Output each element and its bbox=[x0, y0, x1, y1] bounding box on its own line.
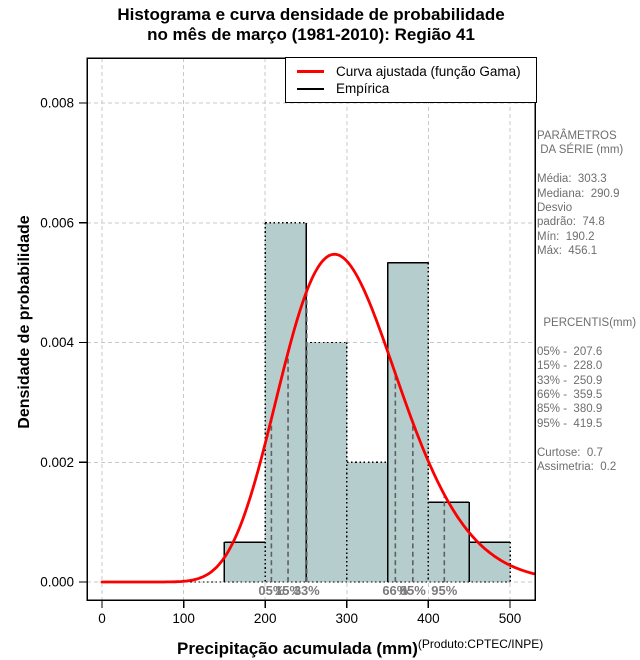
gamma-density-curve bbox=[100, 252, 536, 584]
x-tick-label: 200 bbox=[254, 611, 277, 626]
y-tick-label: 0.004 bbox=[40, 335, 74, 350]
legend-line-sample bbox=[297, 70, 324, 73]
x-tick-label: 300 bbox=[336, 611, 359, 626]
panel-blank-line bbox=[537, 273, 636, 287]
histogram-bar bbox=[428, 502, 470, 582]
x-axis-label: Precipitação acumulada (mm) bbox=[177, 639, 418, 658]
chart-title: Histograma e curva densidade de probabil… bbox=[0, 5, 622, 45]
legend-line-sample bbox=[297, 87, 324, 90]
histogram-bar bbox=[306, 342, 347, 582]
panel-blank-line bbox=[537, 158, 636, 172]
legend-item-label: Empírica bbox=[336, 81, 390, 96]
histogram-bar bbox=[387, 262, 429, 582]
percentile-label: 66% bbox=[382, 583, 408, 598]
panel-line: 33% - 250.9 bbox=[537, 374, 603, 387]
panel-blank-line bbox=[537, 302, 636, 316]
x-tick-label: 100 bbox=[172, 611, 195, 626]
percentile-label: 15% bbox=[275, 583, 301, 598]
x-axis-label-wrap: Precipitação acumulada (mm)(Produto:CPTE… bbox=[177, 637, 544, 659]
panel-line: padrão: 74.8 bbox=[537, 216, 605, 229]
y-tick-label: 0.006 bbox=[40, 215, 74, 230]
panel-blank-line bbox=[537, 259, 636, 273]
params-panel: PARÂMETROS DA SÉRIE (mm) Média: 303.3 Med… bbox=[537, 129, 636, 474]
panel-line: Mín: 190.2 bbox=[537, 230, 595, 243]
panel-blank-line bbox=[537, 431, 636, 445]
panel-line: Assimetria: 0.2 bbox=[537, 460, 617, 473]
percentile-label: 05% bbox=[258, 583, 284, 598]
y-axis-label: Densidade de probabilidade bbox=[16, 215, 33, 429]
percentile-label: 85% bbox=[400, 583, 426, 598]
product-credit: (Produto:CPTEC/INPE) bbox=[417, 637, 544, 651]
x-tick-label: 500 bbox=[499, 611, 522, 626]
panel-blank-line bbox=[537, 330, 636, 344]
x-tick-label: 400 bbox=[417, 611, 440, 626]
panel-line: Curtose: 0.7 bbox=[537, 446, 603, 459]
percentile-label: 95% bbox=[431, 583, 457, 598]
panel-line: PERCENTIS(mm) bbox=[537, 317, 637, 330]
y-tick-label: 0.008 bbox=[40, 96, 74, 111]
panel-line: 15% - 228.0 bbox=[537, 360, 603, 373]
percentile-label: 33% bbox=[294, 583, 320, 598]
panel-line: Máx: 456.1 bbox=[537, 245, 598, 258]
panel-line: Média: 303.3 bbox=[537, 173, 607, 186]
y-tick-label: 0.000 bbox=[40, 575, 74, 590]
chart-title-line1: Histograma e curva densidade de probabil… bbox=[117, 5, 505, 24]
legend: Curva ajustada (função Gama) Empírica bbox=[285, 57, 537, 103]
x-tick-label: 0 bbox=[98, 611, 106, 626]
panel-line: 05% - 207.6 bbox=[537, 345, 603, 358]
legend-item-label: Curva ajustada (função Gama) bbox=[336, 64, 521, 79]
panel-line: Desvio bbox=[537, 201, 573, 214]
panel-line: 66% - 359.5 bbox=[537, 389, 603, 402]
chart-title-line2: no mês de março (1981-2010): Região 41 bbox=[147, 25, 475, 44]
panel-line: 85% - 380.9 bbox=[537, 403, 603, 416]
histogram-bar bbox=[346, 462, 388, 582]
legend-item-empirical: Empírica bbox=[297, 81, 536, 96]
panel-line: 95% - 419.5 bbox=[537, 417, 603, 430]
panel-line: Mediana: 290.9 bbox=[537, 187, 620, 200]
panel-line: PARÂMETROS bbox=[537, 130, 617, 142]
panel-line: DA SÉRIE (mm) bbox=[537, 144, 624, 157]
legend-item-fitted-gamma-curve: Curva ajustada (função Gama) bbox=[297, 64, 536, 79]
y-tick-label: 0.002 bbox=[40, 455, 74, 470]
panel-blank-line bbox=[537, 287, 636, 301]
